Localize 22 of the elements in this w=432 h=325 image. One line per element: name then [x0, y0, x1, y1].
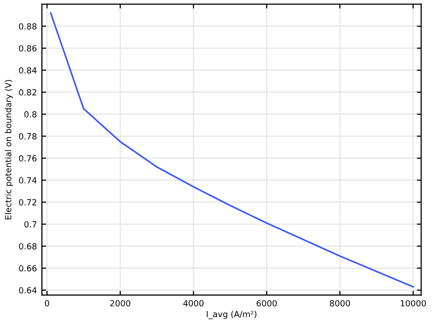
x-tick-label: 6000: [256, 300, 277, 306]
x-tick-label: 10000: [400, 300, 426, 306]
y-tick-label: 0.78: [19, 133, 36, 140]
y-tick-label: 0.84: [19, 67, 37, 74]
y-tick-label: 0.8: [24, 111, 36, 118]
y-tick-label: 0.82: [19, 89, 36, 96]
x-tick-label: 8000: [330, 300, 350, 306]
line-series: [50, 12, 414, 288]
y-tick-label: 0.66: [19, 265, 37, 272]
y-tick-label: 0.68: [19, 243, 36, 250]
y-tick-label: 0.88: [19, 23, 36, 30]
y-tick-label: 0.64: [19, 287, 37, 294]
x-tick-label: 0: [44, 300, 50, 306]
y-axis-title: Electric potential on boundary (V): [4, 80, 13, 220]
y-tick-label: 0.76: [19, 155, 37, 162]
x-axis-title: I_avg (A/m²): [206, 310, 256, 320]
x-tick-label: 2000: [110, 300, 130, 306]
y-tick-label: 0.72: [19, 199, 36, 206]
y-tick-label: 0.74: [19, 177, 37, 184]
y-tick-label: 0.86: [19, 45, 37, 52]
y-tick-label: 0.7: [24, 221, 36, 228]
x-tick-label: 4000: [183, 300, 204, 306]
